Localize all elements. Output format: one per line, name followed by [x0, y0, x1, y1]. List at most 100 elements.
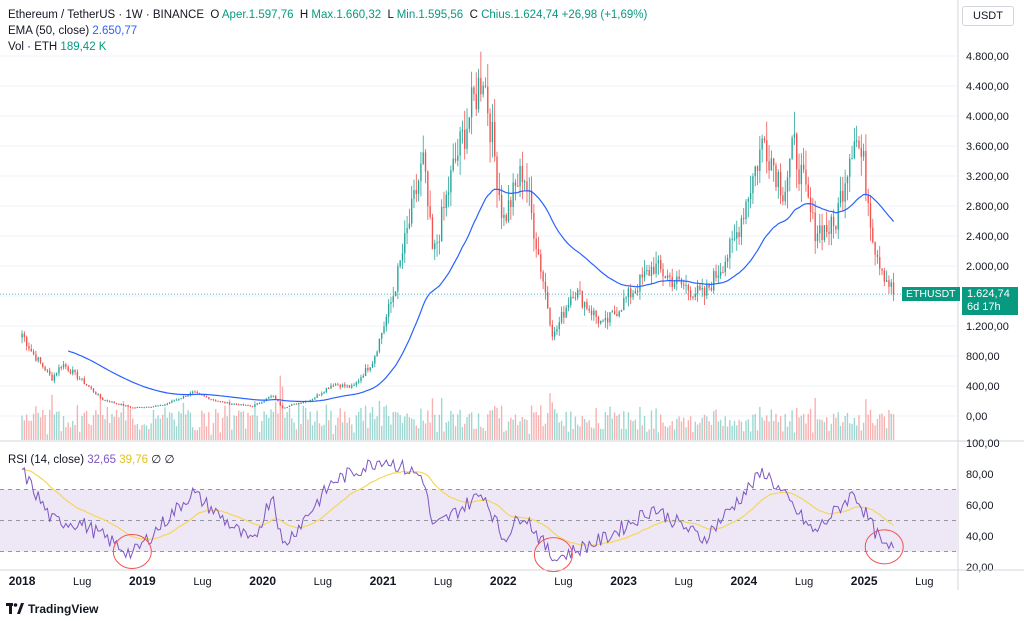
volume-bar: [828, 430, 830, 440]
candle-body: [542, 271, 544, 282]
volume-bar: [408, 417, 411, 440]
candle-body: [602, 320, 604, 322]
candle-body: [830, 216, 833, 234]
volume-bar: [83, 412, 85, 440]
volume-bar: [134, 424, 136, 440]
price-grid: [0, 0, 1024, 590]
volume-bar: [533, 412, 535, 440]
candle-body: [676, 276, 678, 284]
volume-bar: [722, 425, 724, 440]
volume-bar: [28, 420, 30, 440]
volume-bar: [680, 421, 683, 440]
volume-bar: [279, 375, 281, 440]
candle-body: [487, 86, 489, 114]
candle-body: [505, 214, 507, 221]
candle-body: [717, 275, 720, 278]
candle-body: [664, 276, 666, 278]
candle-body: [125, 405, 127, 407]
volume-bar: [791, 410, 793, 440]
rsi-line: [21, 458, 904, 573]
volume-bar: [676, 418, 678, 440]
volume-bar: [706, 416, 708, 440]
candle-body: [445, 194, 447, 209]
candle-body: [662, 269, 664, 277]
volume-bar: [32, 413, 35, 440]
rsi-extra: ∅ ∅: [151, 454, 175, 466]
volume-bar: [288, 408, 291, 440]
volume-bar: [796, 408, 798, 440]
volume-bar: [357, 411, 360, 440]
volume-bar: [413, 419, 415, 440]
candle-body: [855, 140, 858, 142]
candle-body: [111, 401, 113, 403]
candle-body: [440, 206, 443, 242]
volume-bar: [733, 420, 736, 440]
candle-body: [650, 266, 653, 276]
volume-bar: [590, 427, 593, 440]
rsi-low-highlight: [112, 534, 152, 569]
candle-body: [256, 403, 258, 405]
candle-body: [466, 128, 468, 149]
candle-body: [549, 308, 551, 325]
volume-bar: [244, 428, 247, 440]
volume-bar: [708, 421, 710, 440]
volume-bar: [394, 411, 397, 440]
volume-bar: [489, 410, 491, 440]
volume-bar: [424, 423, 427, 440]
candle-body: [849, 158, 851, 177]
volume-bar: [295, 429, 298, 440]
candle-body: [452, 158, 454, 171]
volume-bar: [51, 394, 53, 440]
volume-bar: [731, 425, 733, 440]
volume-bar: [152, 409, 155, 440]
volume-bar: [85, 410, 88, 440]
candle-body: [325, 388, 328, 393]
volume-bar: [466, 416, 468, 440]
candle-body: [415, 190, 417, 194]
rsi-legend[interactable]: RSI (14, close) 32,65 39,76 ∅ ∅: [8, 452, 174, 466]
price-tick-label: 0,00: [966, 411, 987, 423]
volume-bar: [660, 414, 662, 440]
volume-bar: [551, 402, 554, 440]
volume-bar: [858, 415, 860, 440]
volume-bar: [238, 410, 240, 440]
volume-bar: [653, 428, 655, 440]
volume-bar: [754, 414, 756, 440]
candle-body: [42, 362, 44, 367]
candle-body: [793, 133, 796, 138]
volume-bar: [270, 409, 272, 440]
ema-legend[interactable]: EMA (50, close) 2.650,77: [8, 25, 137, 37]
candle-body: [482, 85, 484, 95]
symbol-title[interactable]: Ethereum / TetherUS · 1W · BINANCE: [8, 9, 204, 21]
candle-body: [198, 393, 201, 395]
candle-body: [314, 397, 316, 400]
volume-bar: [842, 422, 844, 440]
tradingview-brand[interactable]: TradingView: [6, 602, 98, 616]
volume-bar: [58, 411, 60, 440]
candle-body: [634, 291, 637, 294]
volume-bar: [759, 406, 761, 440]
candle-body: [574, 297, 577, 299]
candle-body: [480, 77, 482, 95]
candle-body: [706, 284, 708, 296]
volume-bar: [567, 431, 570, 440]
volume-bar: [339, 408, 341, 440]
candle-body: [636, 291, 639, 293]
currency-unit-button[interactable]: USDT: [962, 6, 1014, 26]
candle-body: [191, 391, 194, 393]
candle-body: [620, 310, 623, 312]
candle-body: [632, 293, 634, 298]
volume-legend[interactable]: Vol · ETH 189,42 K: [8, 41, 106, 53]
candle-body: [457, 155, 459, 161]
volume-bar: [159, 418, 162, 440]
price-tick-label: 2.800,00: [966, 201, 1009, 213]
ema-50-line: [67, 188, 895, 403]
volume-bar: [173, 419, 175, 440]
candle-body: [397, 266, 399, 292]
price-tick-label: 2.400,00: [966, 231, 1009, 243]
candle-body: [136, 407, 139, 409]
volume-bar: [683, 417, 685, 440]
volume-bar: [256, 415, 258, 440]
candle-body: [713, 271, 715, 291]
